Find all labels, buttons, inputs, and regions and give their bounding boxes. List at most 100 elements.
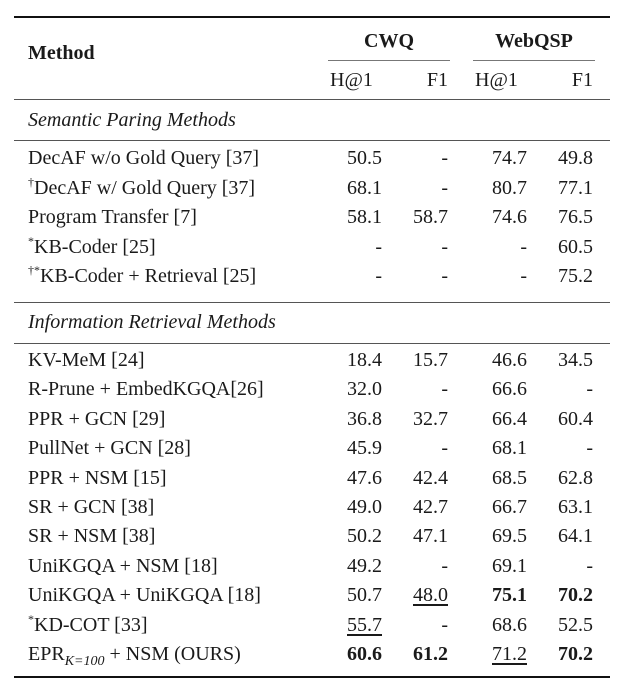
cell-text: 50.2 xyxy=(347,525,382,548)
cwq-f1-value: - xyxy=(378,147,448,170)
webqsp-f1-value: 70.2 xyxy=(523,643,593,666)
cell-text: 47.6 xyxy=(347,466,382,489)
cell-text: 64.1 xyxy=(558,525,593,548)
method-label: Program Transfer [7] xyxy=(28,206,197,228)
cell-text: 68.5 xyxy=(492,466,527,489)
webqsp-h1-header: H@1 xyxy=(475,69,518,91)
method-label: UniKGQA + NSM [18] xyxy=(28,554,218,577)
cell-text: 75.1 xyxy=(492,584,527,607)
cwq-f1-value: 47.1 xyxy=(378,525,448,548)
cell-text: 68.1 xyxy=(492,437,527,460)
cell-text: - xyxy=(441,378,448,401)
cell-text: 69.5 xyxy=(492,525,527,548)
cell-text: 42.4 xyxy=(413,466,448,489)
table-row: PullNet + GCN [28] 45.9 - 68.1 - xyxy=(0,435,622,464)
method-name: R-Prune + EmbedKGQA[26] xyxy=(28,378,264,401)
cwq-f1-header: F1 xyxy=(426,69,448,91)
table-row: †DecAF w/ Gold Query [37] 68.1 - 80.7 77.1 xyxy=(0,175,622,204)
cell-text: 75.2 xyxy=(558,265,593,287)
cell-text: 68.6 xyxy=(492,613,527,636)
webqsp-h1-value: 71.2 xyxy=(457,643,527,666)
table-row: DecAF w/o Gold Query [37] 50.5 - 74.7 49.8 xyxy=(0,145,622,174)
method-label: SR + GCN [38] xyxy=(28,496,155,518)
webqsp-h1-value: - xyxy=(457,236,527,259)
cwq-h1-value: 32.0 xyxy=(312,378,382,401)
cell-text: 66.4 xyxy=(492,407,527,430)
section1-rule xyxy=(14,140,610,141)
cwq-h1-value: 68.1 xyxy=(312,177,382,200)
webqsp-header: WebQSP xyxy=(495,30,573,52)
webqsp-f1-value: 62.8 xyxy=(523,467,593,490)
webqsp-f1-value: 60.5 xyxy=(523,236,593,259)
webqsp-f1-value: 60.4 xyxy=(523,408,593,431)
webqsp-f1-value: 64.1 xyxy=(523,525,593,548)
cell-text: 69.1 xyxy=(492,554,527,577)
section2-rule xyxy=(14,343,610,344)
webqsp-f1-value: 34.5 xyxy=(523,349,593,372)
table-row: †*KB-Coder + Retrieval [25] - - - 75.2 xyxy=(0,263,622,292)
method-name: PPR + GCN [29] xyxy=(28,408,165,431)
cell-text: 47.1 xyxy=(413,525,448,548)
cell-text: 63.1 xyxy=(558,496,593,518)
cwq-h1-header: H@1 xyxy=(330,69,373,91)
cell-text: 32.7 xyxy=(413,407,448,430)
footnote-marker: †* xyxy=(28,263,40,277)
webqsp-f1-header: F1 xyxy=(571,69,593,91)
webqsp-f1-value: 77.1 xyxy=(523,177,593,200)
method-name: PPR + NSM [15] xyxy=(28,467,167,490)
cell-text: 52.5 xyxy=(558,613,593,636)
cell-text: 60.6 xyxy=(347,643,382,665)
table-row: R-Prune + EmbedKGQA[26] 32.0 - 66.6 - xyxy=(0,376,622,405)
table-row: *KD-COT [33] 55.7 - 68.6 52.5 xyxy=(0,612,622,641)
cell-text: - xyxy=(375,235,382,258)
cell-text: 74.7 xyxy=(492,147,527,169)
table-row: PPR + NSM [15] 47.6 42.4 68.5 62.8 xyxy=(0,465,622,494)
method-label: DecAF w/o Gold Query [37] xyxy=(28,147,260,169)
cwq-f1-value: 61.2 xyxy=(378,643,448,666)
method-label: PPR + GCN [29] xyxy=(28,407,166,430)
cell-text: 18.4 xyxy=(347,349,382,371)
cell-text: - xyxy=(441,176,448,199)
webqsp-f1-value: 52.5 xyxy=(523,614,593,637)
method-label: PullNet + GCN [28] xyxy=(28,437,191,460)
cwq-h1-value: 49.2 xyxy=(312,555,382,578)
cell-text: - xyxy=(586,378,593,401)
cell-text: 34.5 xyxy=(558,349,593,371)
method-name: †DecAF w/ Gold Query [37] xyxy=(28,174,255,200)
cell-text: - xyxy=(441,437,448,460)
footnote-marker: * xyxy=(28,233,34,248)
section-title-semantic-parsing: Semantic Paring Methods xyxy=(28,109,236,131)
footnote-marker: † xyxy=(28,174,34,189)
cwq-f1-value: - xyxy=(378,437,448,460)
method-name: DecAF w/o Gold Query [37] xyxy=(28,147,259,170)
cwq-f1-value: 48.0 xyxy=(378,584,448,607)
webqsp-f1-value: - xyxy=(523,437,593,460)
method-label: PPR + NSM [15] xyxy=(28,466,167,489)
webqsp-f1-value: 76.5 xyxy=(523,206,593,229)
method-name: †*KB-Coder + Retrieval [25] xyxy=(28,263,256,288)
cwq-f1-value: - xyxy=(378,177,448,200)
cwq-f1-value: - xyxy=(378,378,448,401)
cwq-f1-value: 42.7 xyxy=(378,496,448,519)
cell-text: 50.7 xyxy=(347,584,382,607)
table-row: *KB-Coder [25] - - - 60.5 xyxy=(0,234,622,263)
method-name: UniKGQA + UniKGQA [18] xyxy=(28,584,261,607)
method-name: *KB-Coder [25] xyxy=(28,233,156,259)
webqsp-h1-value: 80.7 xyxy=(457,177,527,200)
cell-text: - xyxy=(375,265,382,287)
webqsp-h1-value: 66.7 xyxy=(457,496,527,519)
cwq-h1-value: 18.4 xyxy=(312,349,382,372)
cell-text: 62.8 xyxy=(558,466,593,489)
cwq-f1-value: 32.7 xyxy=(378,408,448,431)
cwq-cmidrule xyxy=(328,60,450,61)
webqsp-h1-value: 69.1 xyxy=(457,555,527,578)
cwq-f1-value: - xyxy=(378,265,448,288)
table-row: EPRK=100 + NSM (OURS) 60.6 61.2 71.2 70.2 xyxy=(0,641,622,670)
webqsp-f1-value: - xyxy=(523,378,593,401)
header-rule xyxy=(14,99,610,100)
cwq-f1-value: 58.7 xyxy=(378,206,448,229)
cell-text: - xyxy=(441,235,448,258)
webqsp-h1-value: 46.6 xyxy=(457,349,527,372)
method-label: KV-MeM [24] xyxy=(28,349,145,371)
method-name: EPRK=100 + NSM (OURS) xyxy=(28,643,241,670)
